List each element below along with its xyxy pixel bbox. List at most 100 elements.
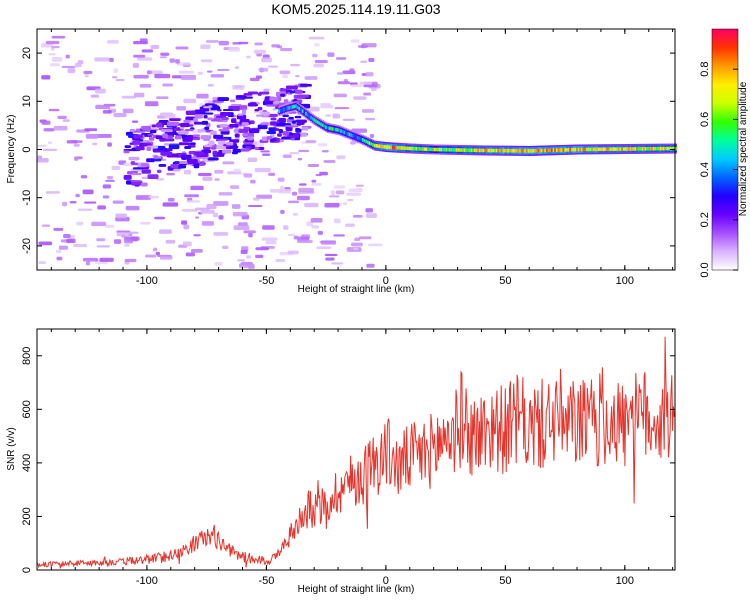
spectrogram-cell bbox=[594, 147, 597, 152]
spectrogram-cell bbox=[293, 104, 296, 109]
spectrogram-cell bbox=[310, 218, 323, 223]
spectrogram-cell bbox=[572, 147, 575, 152]
spectrogram-cell bbox=[405, 146, 408, 151]
spectrogram-cell bbox=[642, 147, 646, 151]
spectrogram-cell bbox=[238, 129, 249, 133]
spectrogram-cell bbox=[360, 137, 363, 141]
spectrogram-cell bbox=[290, 63, 300, 67]
spectrogram-cell bbox=[298, 149, 310, 153]
spectrogram-cell bbox=[157, 122, 163, 128]
y-tick-label: 0 bbox=[21, 567, 33, 573]
spectrogram-cell bbox=[246, 255, 252, 259]
spectrogram-cell bbox=[288, 106, 291, 110]
spectrogram-cell bbox=[477, 148, 480, 153]
spectrogram-cell bbox=[124, 243, 130, 247]
spectrogram-cell bbox=[291, 120, 297, 124]
spectrogram-cell bbox=[325, 257, 335, 261]
spectrogram-cell bbox=[527, 149, 530, 153]
spectrogram-cell bbox=[97, 134, 112, 138]
spectrogram-cell bbox=[390, 145, 393, 150]
spectrogram-cell bbox=[151, 70, 163, 75]
spectrogram-cell bbox=[270, 121, 277, 126]
spectrogram-cell bbox=[237, 259, 246, 262]
spectrogram-cell bbox=[84, 73, 89, 78]
spectrogram-cell bbox=[165, 239, 176, 244]
spectrogram-cell bbox=[631, 147, 634, 151]
spectrogram-cell bbox=[200, 44, 211, 50]
spectrogram-cell bbox=[222, 108, 233, 112]
spectrogram-cell bbox=[393, 145, 396, 150]
spectrogram-cell bbox=[160, 56, 167, 59]
spectrogram-cell bbox=[340, 129, 343, 133]
spectrogram-cell bbox=[308, 114, 311, 119]
spectrogram-cell bbox=[197, 71, 204, 75]
spectrogram-cell bbox=[308, 36, 325, 40]
spectrogram-cell bbox=[383, 145, 386, 149]
x-tick-label: 100 bbox=[616, 575, 634, 587]
spectrogram-cell bbox=[113, 68, 119, 74]
spectrogram-cell bbox=[218, 192, 233, 196]
spectrogram-cell bbox=[266, 136, 273, 140]
colorbar-gradient bbox=[712, 29, 738, 270]
spectrogram-cell bbox=[519, 149, 522, 153]
spectrogram-cell bbox=[387, 145, 390, 149]
spectrogram-cell bbox=[465, 148, 468, 152]
spectrogram-cell bbox=[149, 130, 157, 134]
spectrogram-cell bbox=[218, 139, 226, 145]
spectrogram-cell bbox=[549, 148, 552, 153]
spectrogram-cell bbox=[49, 63, 60, 67]
spectrogram-cell bbox=[505, 148, 509, 153]
spectrogram-cell bbox=[331, 127, 335, 131]
colorbar-tick-label: 0.2 bbox=[699, 212, 711, 227]
spectrogram-cell bbox=[207, 157, 219, 161]
spectrogram-cell bbox=[343, 79, 348, 82]
spectrogram-cell bbox=[674, 146, 677, 151]
spectrogram-cell bbox=[659, 146, 662, 151]
spectrogram-cell bbox=[517, 149, 520, 153]
spectrogram-cell bbox=[134, 130, 145, 133]
colorbar-tick-label: 0.4 bbox=[699, 162, 711, 177]
y-tick-label: 0 bbox=[21, 146, 33, 152]
spectrogram-cell bbox=[189, 142, 196, 146]
x-tick-label: 50 bbox=[499, 275, 511, 287]
spectrogram-cell bbox=[185, 116, 195, 121]
spectrogram-cell bbox=[324, 203, 340, 208]
spectrogram-cell bbox=[287, 250, 299, 255]
spectrogram-cell bbox=[361, 138, 365, 142]
spectrogram-cell bbox=[562, 148, 565, 152]
spectrogram-cell bbox=[47, 141, 52, 144]
spectrogram-cell bbox=[208, 105, 213, 108]
spectrogram-cell bbox=[261, 237, 278, 241]
spectrogram-cell bbox=[210, 74, 225, 78]
spectrogram-cell bbox=[85, 261, 91, 266]
spectrogram-cell bbox=[130, 161, 136, 165]
spectrogram-cell bbox=[48, 53, 56, 56]
colorbar-tick-label: 0.8 bbox=[699, 62, 711, 77]
spectrogram-cell bbox=[260, 150, 270, 153]
spectrogram-cell bbox=[278, 129, 283, 134]
spectrogram-cell bbox=[201, 120, 209, 125]
spectrogram-cell bbox=[176, 106, 187, 111]
spectrogram-cell bbox=[193, 234, 201, 237]
spectrogram-cell bbox=[305, 140, 317, 143]
spectrogram-cell bbox=[271, 100, 281, 105]
spectrogram-cell bbox=[132, 62, 139, 68]
spectrogram-cell bbox=[173, 168, 181, 172]
spectrogram-cell bbox=[306, 113, 309, 117]
spectrogram-cell bbox=[357, 45, 369, 48]
spectrogram-cell bbox=[287, 233, 295, 237]
spectrogram-cell bbox=[91, 221, 107, 226]
spectrogram-cell bbox=[183, 119, 191, 123]
spectrogram-cell bbox=[537, 148, 540, 153]
spectrogram-cell bbox=[198, 172, 212, 177]
spectrogram-cell bbox=[609, 147, 612, 151]
spectrogram-cell bbox=[283, 107, 286, 112]
spectrogram-cell bbox=[462, 148, 465, 152]
spectrogram-cell bbox=[181, 220, 188, 225]
spectrogram-cell bbox=[105, 179, 115, 182]
spectrogram-cell bbox=[651, 146, 654, 151]
spectrogram-cell bbox=[234, 66, 239, 70]
spectrogram-y-ticks: -20 -10 0 10 20 bbox=[21, 47, 675, 254]
spectrogram-cell bbox=[442, 147, 445, 152]
spectrogram-cell bbox=[148, 195, 160, 199]
